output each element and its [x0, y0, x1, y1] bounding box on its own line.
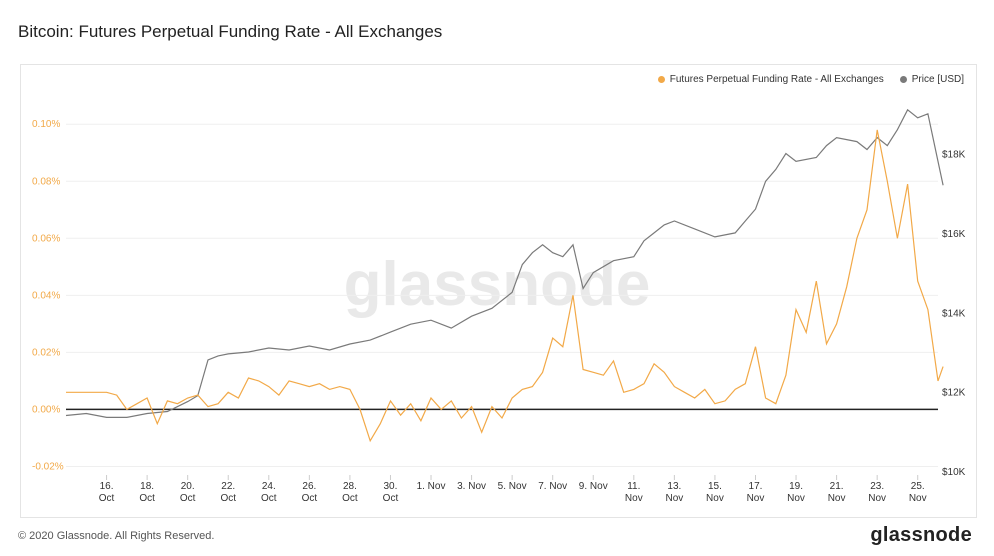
x-tick-label-month: Oct: [220, 493, 236, 504]
legend-dot-funding-icon: [657, 76, 665, 83]
x-tick-label: 21.: [830, 481, 844, 492]
x-tick-label-month: Nov: [909, 493, 927, 504]
x-tick-label: 16.: [100, 481, 114, 492]
x-tick-label: 5. Nov: [498, 481, 527, 492]
x-tick-label-month: Oct: [180, 493, 196, 504]
right-tick-label: $16K: [942, 229, 966, 240]
legend-dot-price-icon: [899, 76, 907, 83]
x-tick-label-month: Oct: [139, 493, 155, 504]
x-tick-label: 22.: [221, 481, 235, 492]
x-tick-label-month: Oct: [99, 493, 115, 504]
right-tick-label: $10K: [942, 467, 966, 478]
x-tick-label-month: Oct: [302, 493, 318, 504]
x-tick-label-month: Oct: [261, 493, 277, 504]
left-tick-label: 0.04%: [32, 290, 60, 301]
x-axis: 16.Oct18.Oct20.Oct22.Oct24.Oct26.Oct28.O…: [99, 475, 927, 504]
x-tick-label: 11.: [627, 481, 640, 492]
funding-rate-series-line: [66, 129, 944, 443]
legend-label-price: Price [USD]: [911, 74, 964, 85]
right-tick-label: $14K: [942, 308, 966, 319]
x-tick-label: 15.: [708, 481, 722, 492]
x-tick-label-month: Nov: [747, 493, 765, 504]
right-tick-label: $18K: [942, 150, 966, 161]
x-tick-label: 18.: [140, 481, 154, 492]
right-tick-label: $12K: [942, 388, 966, 399]
x-tick-label-month: Nov: [665, 493, 683, 504]
glassnode-logo[interactable]: glassnode: [870, 524, 972, 546]
x-tick-label: 17.: [749, 481, 763, 492]
left-tick-label: 0.08%: [32, 176, 60, 187]
x-tick-label-month: Nov: [625, 493, 643, 504]
x-tick-label: 28.: [343, 481, 357, 492]
x-tick-label-month: Oct: [383, 493, 399, 504]
left-tick-label: 0.02%: [32, 347, 60, 358]
x-tick-label-month: Nov: [787, 493, 805, 504]
left-tick-label: 0.10%: [32, 119, 60, 130]
x-tick-label: 25.: [911, 481, 925, 492]
x-tick-label: 24.: [262, 481, 276, 492]
x-tick-label: 30.: [384, 481, 398, 492]
x-tick-label-month: Oct: [342, 493, 358, 504]
left-tick-label: 0.00%: [32, 404, 60, 415]
x-tick-label: 23.: [870, 481, 884, 492]
left-tick-label: 0.06%: [32, 233, 60, 244]
x-tick-label: 20.: [181, 481, 195, 492]
x-tick-label: 13.: [667, 481, 681, 492]
legend-label-funding: Futures Perpetual Funding Rate - All Exc…: [669, 74, 884, 85]
x-tick-label: 19.: [789, 481, 803, 492]
x-tick-label-month: Nov: [706, 493, 724, 504]
price-series-line: [65, 108, 944, 418]
legend-item-funding-rate[interactable]: Futures Perpetual Funding Rate - All Exc…: [657, 74, 884, 85]
x-tick-label: 9. Nov: [579, 481, 608, 492]
chart-canvas[interactable]: glassnode -0.02% 0.00% 0.02% 0.04% 0.06% 0.08…: [0, 0, 994, 520]
left-tick-label: -0.02%: [32, 461, 64, 472]
x-tick-label: 3. Nov: [457, 481, 486, 492]
chart-title: Bitcoin: Futures Perpetual Funding Rate …: [18, 22, 443, 41]
x-tick-label: 26.: [302, 481, 316, 492]
legend-item-price[interactable]: Price [USD]: [899, 74, 964, 85]
x-tick-label: 7. Nov: [538, 481, 567, 492]
right-axis: $10K $12K $14K $16K $18K: [942, 150, 966, 479]
x-tick-label-month: Nov: [868, 493, 886, 504]
x-tick-label: 1. Nov: [417, 481, 446, 492]
watermark-text: glassnode: [344, 250, 651, 319]
chart-frame: [20, 64, 977, 518]
chart-legend[interactable]: Futures Perpetual Funding Rate - All Exc…: [657, 74, 964, 85]
copyright-text: © 2020 Glassnode. All Rights Reserved.: [18, 530, 215, 542]
x-tick-label-month: Nov: [828, 493, 846, 504]
left-axis: -0.02% 0.00% 0.02% 0.04% 0.06% 0.08% 0.10%: [32, 119, 938, 472]
